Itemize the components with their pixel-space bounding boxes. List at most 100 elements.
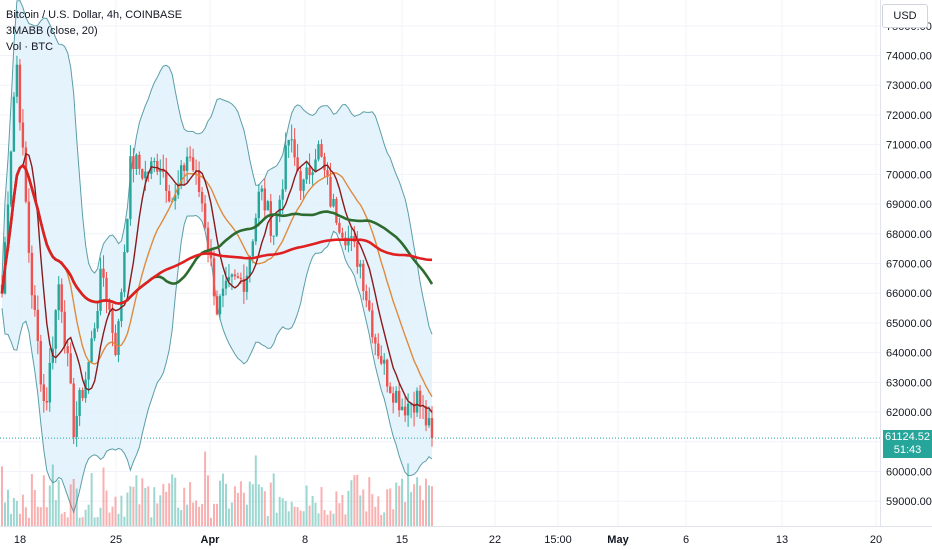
time-tick-label: 8 [302, 534, 308, 546]
candle-body [389, 386, 392, 394]
price-tick-label: 67000.00 [886, 259, 932, 271]
volume-bar [425, 478, 427, 526]
volume-bar [102, 467, 105, 526]
volume-bar [144, 488, 147, 526]
candle-body [177, 184, 180, 195]
candle-body [81, 390, 84, 399]
candle-body [263, 188, 266, 211]
volume-bar [42, 475, 45, 526]
last-price-tag: 61124.52 51:43 [883, 430, 932, 458]
volume-bar [233, 486, 236, 526]
candle-body [356, 242, 359, 267]
candle-body [105, 277, 108, 301]
volume-bar [263, 491, 266, 526]
volume-bar [222, 473, 224, 526]
candle-body [102, 268, 105, 278]
candle-body [275, 215, 278, 236]
volume-bar [168, 483, 171, 526]
price-tick-label: 59000.00 [886, 496, 932, 508]
volume-bar [1, 466, 3, 526]
ma-mid-line [1, 164, 433, 397]
volume-bar [230, 502, 233, 526]
candle-body [224, 280, 228, 289]
candle-body [221, 288, 225, 296]
volume-bar [362, 489, 365, 526]
volume-bar [338, 503, 341, 526]
candle-body [132, 156, 135, 169]
price-tick-label: 70000.00 [886, 169, 932, 181]
volume-bar [251, 484, 254, 526]
volume-bar [60, 513, 63, 526]
candle-body [242, 278, 246, 292]
candle-body [260, 188, 263, 192]
candle-body [183, 165, 186, 171]
candle-body [415, 390, 419, 413]
candle-body [15, 64, 19, 97]
candle-body [347, 237, 350, 246]
volume-bar [236, 492, 239, 526]
volume-bar [380, 515, 383, 526]
symbol-title[interactable]: Bitcoin / U.S. Dollar, 4h, COINBASE [6, 9, 183, 21]
volume-bar [135, 475, 138, 526]
candle-body [311, 172, 314, 176]
candle-body [323, 156, 326, 171]
volume-bar [210, 517, 212, 526]
volume-bar [213, 503, 215, 526]
volume-bar [383, 512, 386, 526]
volume-bar [392, 509, 395, 526]
volume-bar [87, 504, 90, 526]
candle-body [39, 341, 42, 385]
candle-body [165, 172, 168, 191]
candle-body [395, 390, 398, 403]
volume-bar [54, 500, 57, 526]
candle-body [305, 167, 308, 180]
candle-body [185, 156, 189, 171]
volume-label[interactable]: Vol · BTC [6, 41, 54, 53]
time-tick-label: 13 [776, 534, 788, 546]
candle-body [412, 403, 416, 413]
candle-body [69, 353, 72, 384]
volume-bar [257, 484, 260, 526]
volume-bar [192, 502, 195, 526]
volume-bar [57, 480, 60, 526]
volume-bar [18, 513, 21, 526]
volume-bar [174, 477, 177, 526]
volume-bar [407, 463, 410, 526]
indicator-label[interactable]: 3MABB (close, 20) [6, 25, 98, 37]
candle-body [66, 346, 69, 354]
candle-body [96, 311, 99, 329]
currency-button[interactable]: USD [882, 4, 928, 28]
candle-body [338, 222, 341, 233]
candle-body [365, 291, 368, 301]
time-axis: 18 25 Apr 8 15 22 15:00 May 6 13 20 [0, 526, 932, 550]
volume-bar [374, 506, 377, 526]
price-tick-label: 72000.00 [886, 110, 932, 122]
volume-bar [195, 500, 198, 526]
candle-body [359, 263, 362, 267]
volume-bar [7, 489, 9, 526]
volume-bar [15, 500, 18, 526]
ma-fast-line [1, 152, 433, 413]
candle-body [299, 171, 302, 191]
volume-bar [141, 478, 144, 526]
candle-body [344, 237, 347, 246]
volume-bar [332, 513, 335, 526]
volume-bar [278, 496, 281, 526]
volume-bar [245, 504, 248, 526]
time-tick-label: 25 [110, 534, 122, 546]
candle-body [233, 274, 237, 277]
candle-body [123, 252, 126, 293]
countdown-timer: 51:43 [893, 444, 922, 456]
volume-bar [30, 474, 33, 526]
candle-body [84, 379, 87, 399]
volume-bar [108, 512, 111, 526]
price-axis-bg [880, 0, 932, 550]
volume-bar [296, 507, 299, 526]
candle-body [287, 139, 290, 146]
volume-bar [386, 489, 389, 526]
candle-body [45, 401, 48, 403]
candle-body [57, 284, 60, 311]
time-tick-label: Apr [201, 534, 221, 546]
time-axis-bg [0, 526, 932, 550]
